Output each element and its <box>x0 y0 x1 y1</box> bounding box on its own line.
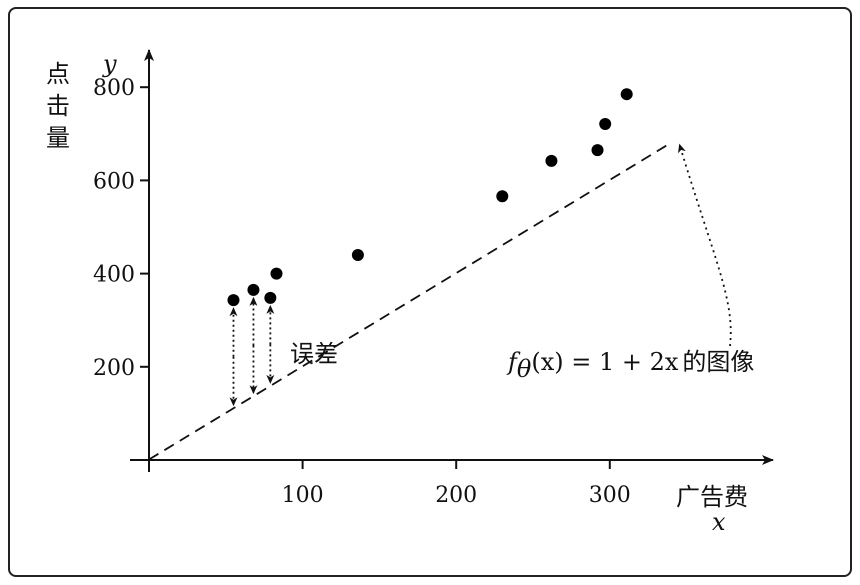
formula-subscript: θ <box>517 355 532 383</box>
x-axis-variable: x <box>712 508 726 536</box>
data-point <box>227 294 240 307</box>
y-axis-label-char-3: 量 <box>46 124 70 152</box>
y-axis-variable: y <box>102 50 117 78</box>
data-point <box>599 118 612 131</box>
x-tick-label: 200 <box>435 483 477 508</box>
y-tick-label: 200 <box>93 356 135 381</box>
x-tick-label: 300 <box>589 483 631 508</box>
line-formula-label: fθ(x) = 1 + 2x 的图像 <box>506 348 754 383</box>
formula-suffix: 的图像 <box>682 348 754 376</box>
x-tick-label: 100 <box>282 483 324 508</box>
data-point <box>247 283 260 296</box>
y-tick-label: 400 <box>93 263 135 288</box>
y-tick-label: 800 <box>93 76 135 101</box>
ticks: 100 200 300 200 400 600 800 <box>93 76 631 508</box>
y-tick-label: 600 <box>93 169 135 194</box>
axes <box>130 49 774 472</box>
y-axis-label-char-2: 击 <box>46 92 70 120</box>
fit-line <box>148 141 732 461</box>
data-point <box>620 88 633 101</box>
data-point <box>496 190 509 203</box>
data-point <box>264 291 277 304</box>
x-axis-label: 广告费 <box>676 483 748 511</box>
fit-line-path <box>148 141 672 461</box>
error-label: 误差 <box>290 340 338 368</box>
y-axis-label-char-1: 点 <box>46 60 70 88</box>
formula-body: (x) = 1 + 2x <box>531 348 679 376</box>
data-point <box>351 248 364 261</box>
error-arrows <box>229 296 275 407</box>
data-point <box>591 144 604 157</box>
data-points <box>227 88 633 307</box>
data-point <box>270 267 283 280</box>
data-point <box>545 154 558 167</box>
line-label-pointer <box>678 143 732 347</box>
